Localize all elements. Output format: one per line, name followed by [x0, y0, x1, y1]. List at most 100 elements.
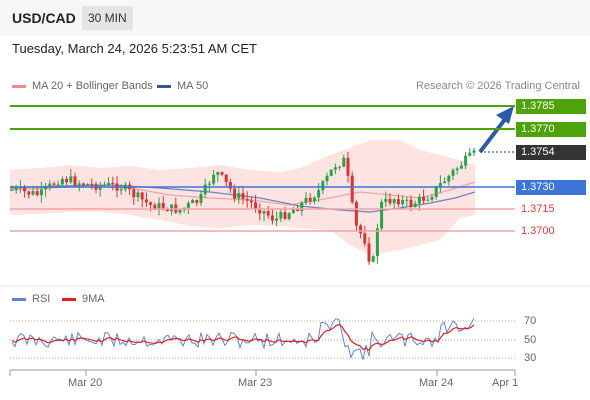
candle-body [56, 184, 60, 186]
credit-text: Research © 2026 Trading Central [415, 80, 580, 92]
candle-body [216, 172, 220, 175]
candle-body [430, 196, 434, 200]
ma50-swatch [157, 84, 171, 88]
candle-body [245, 198, 249, 201]
candle-body [308, 197, 312, 202]
resistance-2-label: 1.3785 [516, 99, 586, 114]
candle-body [178, 209, 182, 213]
candle-body [451, 170, 455, 176]
candle-body [438, 183, 442, 187]
candle-body [27, 191, 31, 195]
candle-body [300, 202, 304, 212]
candle-body [18, 187, 22, 189]
candle-body [149, 202, 153, 205]
candle-body [405, 199, 409, 201]
candle-body [140, 192, 144, 200]
candle-body [296, 209, 300, 212]
candle-body [380, 202, 384, 229]
candle-body [333, 167, 337, 170]
candle-body [220, 172, 224, 175]
legend-ma50-label: MA 50 [177, 80, 209, 92]
candle-body [157, 203, 161, 210]
candle-body [342, 157, 346, 167]
rsi-9ma-line [11, 323, 475, 352]
candle-body [39, 189, 43, 196]
candle-body [354, 202, 358, 226]
candle-body [199, 194, 203, 203]
candle-body [44, 186, 48, 190]
candle-body [321, 181, 325, 191]
ma50-line [9, 184, 476, 213]
candle-body [422, 196, 426, 201]
candle-body [447, 175, 451, 182]
candle-body [132, 189, 136, 198]
forecast-arrow [478, 106, 514, 154]
candle-body [119, 189, 123, 191]
candle-body [359, 225, 363, 234]
candle-body [48, 183, 52, 187]
candle-body [249, 200, 253, 203]
candle-body [468, 152, 472, 156]
currency-pair-title: USD/CAD [12, 10, 76, 26]
candle-body [375, 228, 379, 257]
candle-body [443, 181, 447, 184]
candle-body [52, 183, 56, 185]
candle-body [228, 182, 232, 189]
candle-body [258, 208, 262, 214]
rsi-axis-50: 50 [524, 334, 537, 346]
candle-body [329, 169, 333, 176]
candle-body [86, 183, 90, 185]
candle-body [409, 199, 413, 207]
candle-body [283, 212, 287, 219]
candle-body [384, 198, 388, 203]
candle-body [241, 193, 245, 199]
support-2-label: 1.3700 [521, 225, 555, 237]
candle-body [413, 203, 417, 207]
support-1-label: 1.3715 [521, 203, 555, 215]
candle-body [69, 176, 73, 183]
timeframe-button[interactable]: 30 MIN [82, 6, 133, 30]
candle-body [254, 202, 258, 209]
candle-body [338, 166, 342, 168]
x-label-mar20: Mar 20 [68, 377, 103, 389]
candle-body [392, 199, 396, 204]
candle-body [291, 209, 295, 214]
chart-header: USD/CAD 30 MIN [0, 0, 590, 36]
ma9-swatch [62, 297, 76, 301]
candle-body [165, 208, 169, 212]
last-price-label: 1.3754 [516, 145, 586, 160]
pivot-label: 1.3730 [516, 180, 586, 195]
candle-body [195, 200, 199, 203]
candle-body [224, 174, 228, 183]
candle-body [266, 211, 270, 216]
candle-body [459, 165, 463, 169]
candle-body [14, 188, 18, 190]
candle-body [31, 191, 35, 195]
rsi-axis-70: 70 [524, 315, 537, 327]
candle-body [371, 256, 375, 262]
candle-body [65, 179, 69, 183]
candle-body [90, 183, 94, 185]
candle-body [388, 198, 392, 204]
candle-body [233, 188, 237, 199]
candle-body [363, 233, 367, 244]
candle-body [102, 184, 106, 186]
candle-body [275, 218, 279, 221]
resistance-1-label: 1.3770 [516, 122, 586, 137]
candle-body [81, 183, 85, 185]
candle-body [212, 174, 216, 184]
candle-body [161, 203, 165, 209]
candle-body [23, 187, 27, 192]
candle-body [262, 211, 266, 214]
x-label-mar24: Mar 24 [419, 377, 454, 389]
candle-body [312, 197, 316, 202]
candle-body [426, 199, 430, 201]
candle-body [77, 183, 81, 186]
legend-rsi-label: RSI [32, 293, 51, 305]
candle-body [203, 184, 207, 195]
candle-body [346, 157, 350, 176]
legend-ma20-label: MA 20 + Bollinger Bands [32, 80, 153, 92]
rsi-axis-30: 30 [524, 352, 537, 364]
candle-body [434, 186, 438, 197]
